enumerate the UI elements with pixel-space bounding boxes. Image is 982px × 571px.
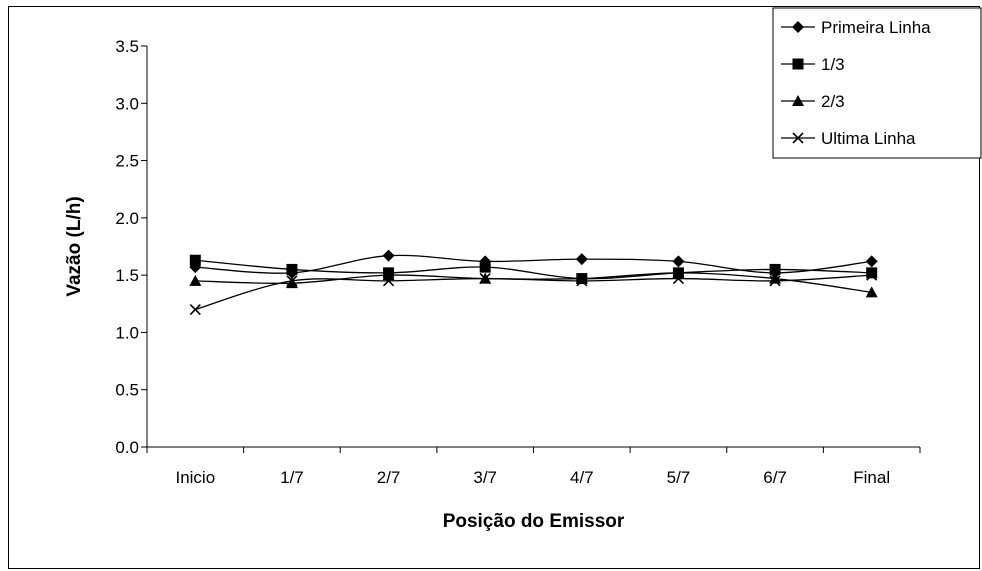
data-point [865,255,878,268]
x-marker-stroke [576,275,588,287]
data-point [866,267,878,279]
data-point [865,286,878,298]
legend-marker [792,95,804,106]
legend-label: 2/3 [821,92,845,111]
x-tick-label: 1/7 [280,468,304,487]
x-ticks: Inicio 1/7 2/7 3/7 4/7 5/7 6/7 Final [146,447,921,487]
data-point [479,261,491,273]
series-ultima-linha [189,269,878,316]
x-marker-stroke [286,275,298,287]
x-axis-title: Posição do Emissor [443,511,625,532]
data-point [382,275,395,287]
x-marker-stroke [866,269,878,281]
x-marker-stroke [189,303,201,316]
series-line [195,259,872,280]
x-marker-stroke [792,132,804,144]
data-point [479,273,491,285]
series-line [195,254,872,274]
legend-label: 1/3 [821,55,845,74]
data-point [286,263,298,275]
legend-entry-2-3: 2/3 [781,92,845,111]
x-tick-label: Inicio [175,468,215,487]
x-marker-stroke [672,273,685,285]
legend-label: Ultima Linha [821,129,916,148]
y-axis-title: Vazão (L/h) [64,196,85,296]
data-point [672,255,685,268]
x-marker-stroke [769,275,781,287]
legend-marker [792,132,804,144]
data-point [866,269,878,281]
legend-entry-primeira-linha: Primeira Linha [781,18,931,37]
y-ticks: 0.0 0.5 1.0 1.5 2.0 2.5 3.0 3.5 [115,37,147,457]
data-point [672,273,685,285]
data-point [189,274,202,286]
data-point [575,253,588,266]
data-point [382,249,395,262]
legend-marker [792,58,804,70]
data-point [285,277,298,289]
chart-frame [8,6,980,569]
data-point [769,263,781,275]
y-tick-label: 3.5 [115,37,139,56]
legend-label: Primeira Linha [821,18,931,37]
y-tick-label: 1.5 [115,266,139,285]
x-tick-label: 5/7 [667,468,691,487]
data-point [769,275,781,287]
data-point [189,254,201,266]
x-tick-label: 3/7 [473,468,497,487]
data-point [576,275,588,287]
data-point [189,303,201,316]
legend-marker [792,21,804,33]
legend-entry-ultima-linha: Ultima Linha [781,129,916,148]
y-tick-label: 2.0 [115,209,139,228]
x-tick-label: Final [853,468,890,487]
series-layer [189,249,878,316]
x-tick-label: 2/7 [377,468,401,487]
series-line [195,274,872,311]
y-tick-label: 3.0 [115,94,139,113]
legend-box [772,7,982,159]
legend-entry-1-3: 1/3 [781,55,845,74]
y-tick-label: 2.5 [115,152,139,171]
x-marker-stroke [479,273,491,285]
y-tick-label: 0.0 [115,438,139,457]
x-marker-stroke [382,275,395,287]
x-tick-label: 4/7 [570,468,594,487]
legend: Primeira Linha 1/3 2/3 Ultima Linha [772,7,982,159]
x-tick-label: 6/7 [763,468,787,487]
data-point [286,275,298,287]
y-tick-label: 1.0 [115,323,139,342]
y-tick-label: 0.5 [115,381,139,400]
